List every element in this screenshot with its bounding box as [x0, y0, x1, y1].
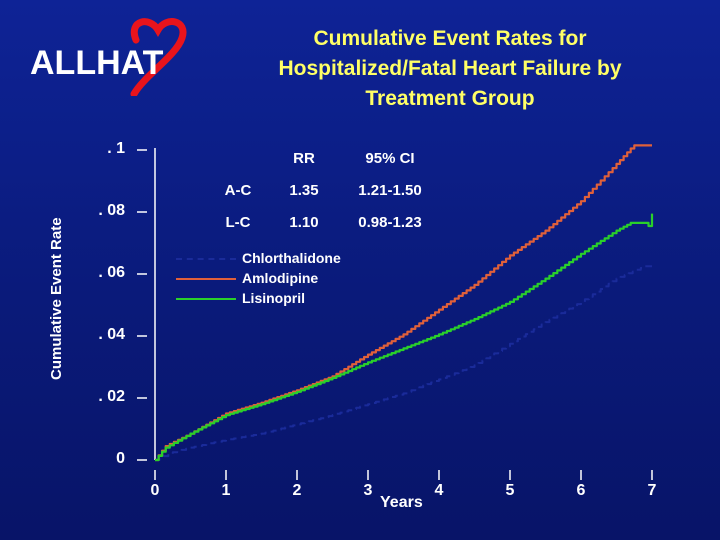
legend-swatch — [176, 298, 236, 300]
legend-label: Chlorthalidone — [242, 250, 341, 266]
x-tick-label: 0 — [150, 482, 160, 499]
table-cell: L-C — [225, 213, 251, 231]
legend-label: Lisinopril — [242, 290, 305, 306]
title-line: Cumulative Event Rates for — [313, 27, 587, 50]
table-header-cell — [206, 142, 270, 174]
chart-title: Cumulative Event Rates for Hospitalized/… — [230, 24, 670, 114]
table-row: A-C 1.35 1.21-1.50 — [206, 174, 442, 206]
table-cell: 1.21-1.50 — [358, 181, 422, 199]
x-tick-label: 3 — [363, 482, 373, 499]
series-line-lisinopril — [155, 213, 654, 462]
table-cell: 0.98-1.23 — [358, 213, 422, 231]
table-header-row: RR 95% CI — [206, 142, 442, 174]
title-line: Hospitalized/Fatal Heart Failure by — [278, 57, 622, 80]
y-tick-label: . 06 — [98, 264, 125, 281]
table-cell: 1.10 — [289, 213, 319, 231]
x-tick-label: 7 — [647, 482, 657, 499]
table-row: L-C 1.10 0.98-1.23 — [206, 206, 442, 238]
y-tick-label: . 04 — [98, 326, 125, 343]
relative-risk-table: RR 95% CI A-C 1.35 1.21-1.50 L-C 1.10 0.… — [206, 142, 442, 238]
y-tick-label: . 1 — [107, 140, 125, 157]
y-tick-label: . 02 — [98, 388, 125, 405]
x-tick-label: 1 — [221, 482, 231, 499]
x-tick-label: 6 — [576, 482, 586, 499]
legend-swatch-dashed — [176, 258, 236, 260]
x-axis-label: Years — [380, 494, 423, 511]
logo-text: ALLHAT — [30, 44, 164, 82]
heart-logo-icon — [130, 18, 187, 98]
y-tick-label: 0 — [116, 450, 125, 467]
table-cell: A-C — [224, 181, 252, 199]
legend-label: Amlodipine — [242, 270, 319, 286]
table-header-cell: RR — [293, 149, 315, 167]
table-header-cell: 95% CI — [365, 149, 415, 167]
title-line: Treatment Group — [365, 87, 535, 110]
x-tick-label: 2 — [292, 482, 302, 499]
x-tick-label: 5 — [505, 482, 515, 499]
x-tick-label: 4 — [434, 482, 444, 499]
legend-swatch — [176, 278, 236, 280]
series-line-chlorthalidone — [155, 265, 652, 461]
allhat-logo: ALLHAT — [26, 16, 206, 98]
table-cell: 1.35 — [289, 181, 319, 199]
y-tick-label: . 08 — [98, 202, 125, 219]
